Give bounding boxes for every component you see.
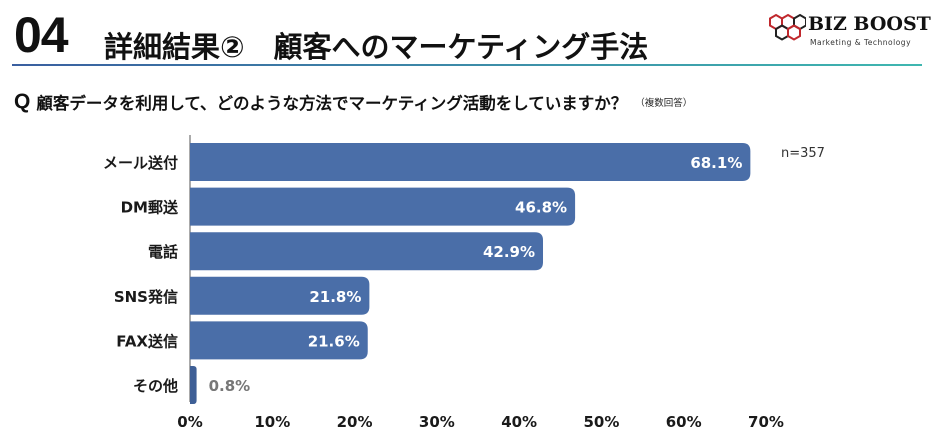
x-tick-label: 40% [501, 413, 537, 431]
logo-text: BIZ BOOST [808, 13, 931, 35]
x-tick-label: 20% [337, 413, 373, 431]
value-label: 21.8% [309, 288, 361, 306]
header-divider [12, 64, 922, 66]
bar-chart: メール送付 68.1% DM郵送 46.8% 電話 42.9% SNS発信 21.8% FAX送… [103, 135, 825, 431]
bar [190, 232, 544, 271]
x-tick-label: 60% [666, 413, 702, 431]
category-label: FAX送信 [116, 332, 178, 350]
category-label: その他 [133, 377, 178, 395]
section-number: 04 [14, 7, 69, 63]
value-label: 46.8% [515, 199, 567, 217]
bar [190, 321, 368, 360]
logo-subtitle: Marketing & Technology [810, 38, 912, 47]
question-note: （複数回答） [635, 98, 693, 109]
hexagon-logo-icon [769, 13, 806, 41]
value-label: 21.6% [308, 332, 360, 350]
category-label: SNS発信 [114, 288, 178, 306]
x-tick-label: 10% [254, 413, 290, 431]
x-tick-label: 30% [419, 413, 455, 431]
category-label: メール送付 [103, 154, 178, 172]
x-tick-label: 50% [583, 413, 619, 431]
value-label: 42.9% [483, 243, 535, 261]
bar [190, 187, 576, 226]
category-label: DM郵送 [121, 199, 179, 217]
x-tick-label: 70% [748, 413, 784, 431]
value-label: 0.8% [209, 377, 251, 395]
question-text: 顧客データを利用して、どのような方法でマーケティング活動をしていますか？ [36, 94, 628, 113]
sample-size-label: n=357 [781, 146, 825, 161]
header: 04 詳細結果② 顧客へのマーケティング手法 BIZ BOOST Marketi… [14, 4, 931, 66]
x-tick-label: 0% [177, 413, 202, 431]
category-label: 電話 [148, 243, 178, 261]
question-mark: Q [14, 90, 31, 113]
bar [190, 276, 370, 315]
question: Q 顧客データを利用して、どのような方法でマーケティング活動をしていますか？ （複数… [14, 90, 693, 113]
bar [190, 143, 751, 181]
bar [190, 366, 197, 404]
logo: BIZ BOOST Marketing & Technology [766, 12, 940, 52]
page-title: 詳細結果② 顧客へのマーケティング手法 [104, 30, 649, 64]
value-label: 68.1% [690, 154, 742, 172]
